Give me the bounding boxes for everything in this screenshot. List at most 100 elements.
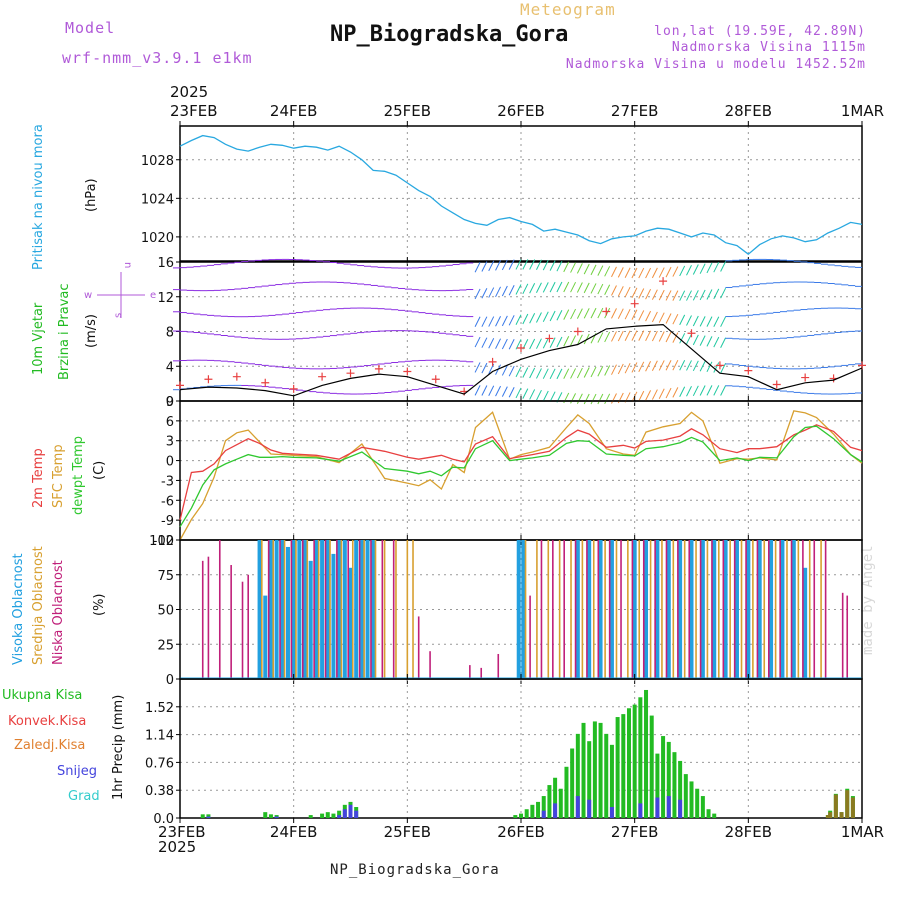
wind-arrow bbox=[597, 393, 604, 405]
wind-arrow bbox=[658, 388, 665, 400]
gust-marker bbox=[431, 375, 440, 384]
mid-cloud-bar bbox=[638, 540, 641, 679]
low-cloud-bar bbox=[469, 665, 471, 679]
wind-arrow bbox=[488, 316, 495, 327]
wind-arrow bbox=[638, 361, 645, 373]
total-precip-bar bbox=[672, 752, 677, 818]
mid-cloud-bar bbox=[774, 540, 777, 679]
low-cloud-bar bbox=[677, 540, 679, 679]
wind-arrow bbox=[536, 368, 542, 379]
gust-marker bbox=[318, 372, 327, 381]
y-tick-label: 25 bbox=[157, 638, 174, 653]
wind-arrow bbox=[638, 267, 645, 279]
wind-arrow bbox=[508, 259, 515, 270]
wind-arrow bbox=[665, 331, 672, 343]
wind-arrow bbox=[474, 336, 481, 348]
low-cloud-bar bbox=[230, 565, 232, 679]
wind-arrow bbox=[604, 365, 611, 376]
low-cloud-bar bbox=[392, 540, 395, 679]
wind-arrow bbox=[699, 385, 706, 396]
wind-arrow bbox=[611, 266, 617, 278]
panel-frame bbox=[179, 400, 863, 541]
wind-arrow bbox=[501, 315, 508, 327]
wind-arrow bbox=[515, 284, 522, 295]
wind-arrow bbox=[481, 385, 488, 396]
time-tick-label: 24FEB bbox=[270, 823, 317, 841]
total-precip-bar bbox=[524, 809, 529, 818]
mid-cloud-bar bbox=[797, 540, 800, 679]
gust-marker bbox=[659, 277, 668, 286]
gust-marker bbox=[488, 357, 497, 366]
low-cloud-bar bbox=[642, 540, 645, 679]
total-precip-bar bbox=[615, 717, 620, 818]
mid-cloud-bar bbox=[412, 540, 414, 679]
low-cloud-bar bbox=[711, 540, 713, 679]
low-cloud-bar bbox=[563, 540, 565, 679]
high-cloud-bar bbox=[325, 540, 330, 679]
snow-bar bbox=[337, 815, 342, 818]
snow-bar bbox=[587, 799, 592, 818]
total-precip-bar bbox=[575, 733, 580, 818]
total-precip-bar bbox=[547, 785, 552, 818]
mid-cloud-bar bbox=[570, 540, 572, 679]
gust-marker bbox=[630, 299, 639, 308]
low-cloud-bar bbox=[247, 574, 249, 679]
frz-precip-bar bbox=[850, 797, 855, 818]
year-bottom: 2025 bbox=[158, 838, 196, 856]
time-tick-label: 27FEB bbox=[611, 102, 658, 120]
total-precip-bar bbox=[200, 814, 205, 818]
panel-frame bbox=[179, 678, 863, 819]
wind-arrow bbox=[624, 308, 631, 320]
high-cloud-bar bbox=[666, 540, 671, 679]
cloud-ylabel-mid: Srednja Oblacnost bbox=[31, 546, 46, 665]
wind-arrow bbox=[583, 282, 590, 294]
wind-arrow bbox=[720, 385, 727, 396]
pressure-unit: (hPa) bbox=[84, 178, 99, 212]
wind-arrow bbox=[597, 307, 604, 319]
wind-arrow bbox=[549, 391, 556, 402]
wind-panel: 0 4 8 12 16 bbox=[157, 256, 866, 410]
gust-marker bbox=[374, 364, 383, 373]
wind-arrow bbox=[542, 311, 549, 322]
wind-arrow bbox=[536, 389, 542, 401]
wind-arrow bbox=[672, 290, 679, 301]
high-cloud-bar bbox=[291, 540, 296, 679]
compass-e: e bbox=[150, 290, 156, 301]
low-cloud-bar bbox=[802, 540, 804, 679]
y-tick-label: 0.76 bbox=[145, 756, 174, 771]
wind-arrow bbox=[549, 337, 556, 348]
wind-arrow bbox=[501, 259, 508, 271]
wind-arrow bbox=[563, 336, 570, 347]
high-cloud-bar bbox=[314, 540, 319, 679]
wind-arrow bbox=[645, 288, 652, 300]
wind-arrow bbox=[501, 338, 508, 350]
snow-bar bbox=[609, 807, 614, 818]
total-precip-bar bbox=[513, 815, 518, 818]
snow-bar bbox=[666, 796, 671, 818]
mid-cloud-bar bbox=[272, 540, 275, 679]
y-tick-label: 8 bbox=[166, 326, 174, 341]
wind-arrow bbox=[536, 312, 542, 323]
y-tick-label: 0.38 bbox=[145, 784, 174, 799]
wind-arrow bbox=[501, 285, 508, 297]
mid-cloud-bar bbox=[808, 540, 811, 679]
wind-arrow bbox=[686, 290, 692, 301]
wind-arrow bbox=[604, 266, 611, 277]
mid-cloud-bar bbox=[706, 540, 709, 679]
frz-precip-bar bbox=[833, 794, 838, 818]
wind-arrow bbox=[672, 313, 679, 325]
low-cloud-bar bbox=[824, 540, 827, 679]
low-cloud-bar bbox=[733, 540, 736, 679]
total-precip-bar bbox=[626, 708, 631, 818]
high-cloud-bar bbox=[757, 540, 762, 679]
legend-frz: Zaledj.Kisa bbox=[14, 738, 85, 753]
total-precip-bar bbox=[592, 721, 597, 818]
high-cloud-bar bbox=[734, 540, 739, 679]
wind-arrow bbox=[679, 314, 686, 326]
wind-arrow bbox=[529, 313, 536, 324]
low-cloud-bar bbox=[745, 540, 747, 679]
high-cloud-bar bbox=[354, 540, 359, 679]
gust-marker bbox=[687, 329, 696, 338]
low-cloud-bar bbox=[336, 540, 338, 679]
time-axis-top: 23FEB 24FEB 25FEB 26FEB 27FEB 28FEB 1MAR bbox=[170, 102, 884, 120]
